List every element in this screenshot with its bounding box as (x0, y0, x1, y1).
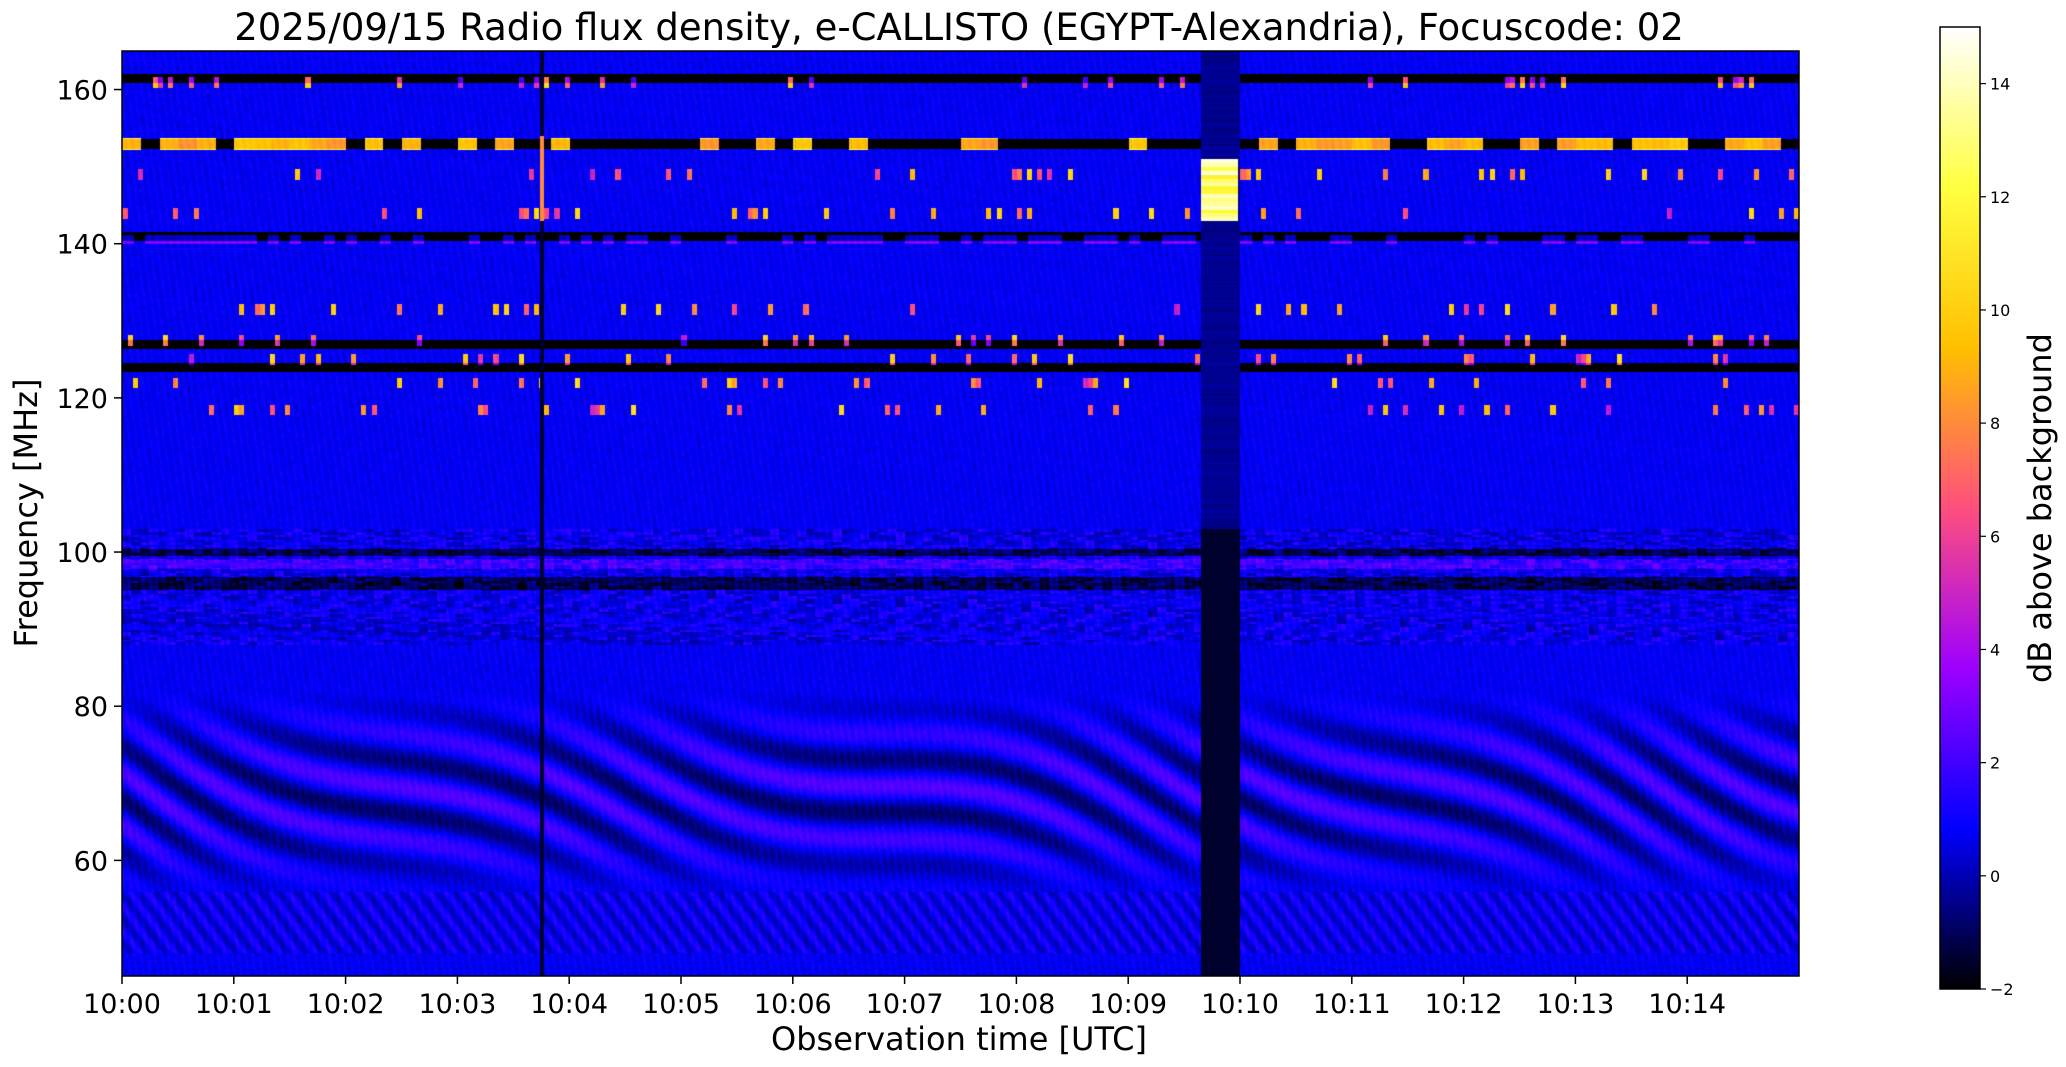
x-axis: 10:00 10:01 10:02 10:03 10:04 10:05 10:06 10:07… (83, 976, 1726, 1020)
x-tick-label: 10:11 (1313, 989, 1391, 1020)
colorbar-tick-label: 4 (1990, 640, 2000, 659)
colorbar-label: dB above background (2021, 333, 2059, 683)
x-tick-label: 10:13 (1536, 989, 1614, 1020)
y-tick-label: 120 (56, 384, 108, 415)
x-tick-label: 10:04 (530, 989, 608, 1020)
spectrogram-plot (121, 50, 1800, 977)
colorbar-tick-label: 12 (1990, 188, 2010, 207)
y-tick-label: 100 (56, 538, 108, 569)
x-tick-label: 10:08 (977, 989, 1055, 1020)
colorbar-tick-label: 8 (1990, 414, 2000, 433)
colorbar-tick-label: 14 (1990, 75, 2010, 94)
colorbar-ticks: −2 0 2 4 6 8 10 12 14 (1980, 75, 2014, 999)
x-tick-label: 10:10 (1201, 989, 1279, 1020)
x-tick-label: 10:05 (642, 989, 720, 1020)
x-tick-label: 10:03 (418, 989, 496, 1020)
y-axis: 60 80 100 120 140 160 (56, 76, 122, 877)
x-tick-label: 10:14 (1648, 989, 1726, 1020)
colorbar-tick-label: 0 (1990, 867, 2000, 886)
plot-frame (121, 50, 1800, 977)
colorbar-tick-label: 2 (1990, 754, 2000, 773)
colorbar: −2 0 2 4 6 8 10 12 14 dB above background (1939, 26, 2059, 999)
colorbar-tick-label: 6 (1990, 527, 2000, 546)
x-axis-label: Observation time [UTC] (771, 1020, 1147, 1058)
x-tick-label: 10:01 (195, 989, 273, 1020)
y-tick-label: 160 (56, 76, 108, 107)
x-tick-label: 10:02 (307, 989, 385, 1020)
x-tick-label: 10:07 (866, 989, 944, 1020)
y-axis-label: Frequency [MHz] (7, 379, 45, 648)
x-tick-label: 10:00 (83, 989, 161, 1020)
x-tick-label: 10:06 (754, 989, 832, 1020)
colorbar-tick-label: 10 (1990, 301, 2010, 320)
chart-title: 2025/09/15 Radio flux density, e-CALLIST… (234, 6, 1684, 49)
y-tick-label: 60 (74, 846, 108, 877)
x-tick-label: 10:12 (1425, 989, 1503, 1020)
colorbar-gradient (1939, 26, 1981, 990)
x-tick-label: 10:09 (1089, 989, 1167, 1020)
colorbar-tick-label: −2 (1990, 980, 2014, 999)
heatmap-canvas (122, 51, 1799, 976)
y-tick-label: 140 (56, 230, 108, 261)
y-tick-label: 80 (74, 692, 108, 723)
